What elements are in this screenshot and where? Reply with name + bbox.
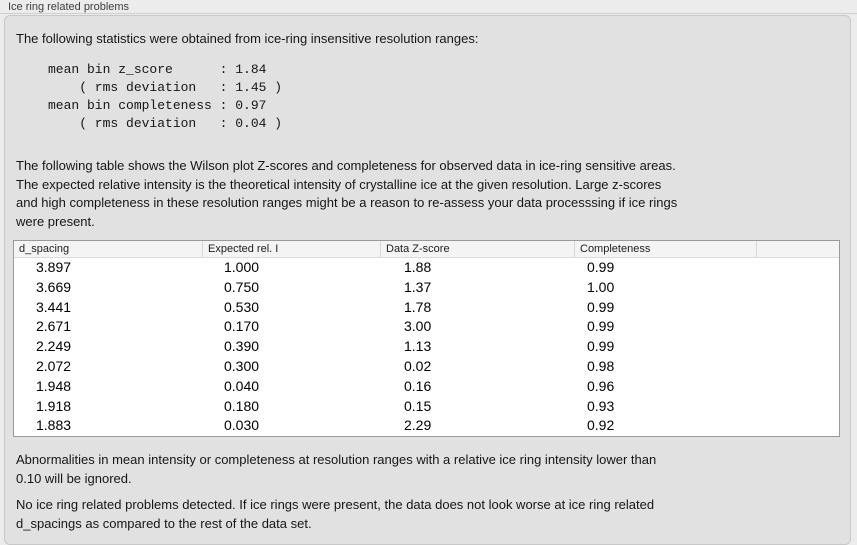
table-cell: 3.897: [36, 259, 72, 275]
table-row[interactable]: 3.897 1.000 1.88 0.99: [14, 258, 839, 278]
table-cell: 0.180: [224, 397, 260, 414]
table-cell: 1.78: [404, 298, 432, 315]
column-header-data-z-score[interactable]: Data Z-score: [381, 241, 575, 257]
table-cell: 1.00: [587, 278, 615, 295]
column-header-d-spacing[interactable]: d_spacing: [14, 241, 203, 257]
ice-ring-table: d_spacing Expected rel. I Data Z-score C…: [13, 240, 840, 438]
section-title: Ice ring related problems: [8, 1, 130, 13]
table-cell: 0.02: [404, 357, 432, 374]
table-cell: 3.00: [404, 318, 432, 335]
table-cell-empty: [757, 317, 839, 337]
table-row[interactable]: 3.669 0.750 1.37 1.00: [14, 277, 839, 298]
column-header-expected-rel-i[interactable]: Expected rel. I: [203, 241, 381, 257]
intro-paragraph: The following statistics were obtained f…: [16, 31, 479, 46]
table-cell: 0.93: [587, 397, 615, 414]
table-cell: 0.750: [224, 278, 260, 295]
table-cell-empty: [757, 357, 839, 377]
table-cell: 0.030: [224, 417, 260, 434]
table-cell: 0.98: [587, 357, 615, 374]
conclusion-note: No ice ring related problems detected. I…: [16, 497, 655, 531]
table-header-row: d_spacing Expected rel. I Data Z-score C…: [14, 241, 839, 258]
ice-ring-panel: The following statistics were obtained f…: [4, 15, 851, 545]
table-cell: 3.441: [36, 298, 72, 315]
table-cell-empty: [757, 337, 839, 357]
table-row[interactable]: 2.249 0.390 1.13 0.99: [14, 337, 839, 357]
table-description: The following table shows the Wilson plo…: [16, 158, 678, 229]
table-cell: 2.072: [36, 357, 72, 374]
table-cell: 0.99: [587, 298, 615, 315]
table-cell: 0.99: [587, 338, 615, 355]
table-cell: 1.883: [36, 417, 72, 434]
table-cell: 3.669: [36, 278, 72, 295]
table-row[interactable]: 3.441 0.530 1.78 0.99: [14, 297, 839, 318]
table-cell: 0.96: [587, 377, 615, 394]
table-row[interactable]: 2.671 0.170 3.00 0.99: [14, 317, 839, 338]
table-cell: 1.13: [404, 338, 432, 355]
table-cell: 1.37: [404, 278, 432, 295]
table-cell: 1.88: [404, 259, 432, 275]
table-cell: 0.170: [224, 318, 260, 335]
table-row[interactable]: 1.918 0.180 0.15 0.93: [14, 396, 839, 417]
table-cell-empty: [757, 278, 839, 298]
table-cell: 0.300: [224, 357, 260, 374]
section-header: Ice ring related problems: [0, 0, 857, 14]
table-cell: 1.948: [36, 377, 72, 394]
stats-block: mean bin z_score : 1.84 ( rms deviation …: [48, 62, 283, 131]
table-row[interactable]: 1.883 0.030 2.29 0.92: [14, 416, 839, 437]
table-cell: 2.29: [404, 417, 432, 434]
column-header-empty[interactable]: [757, 241, 839, 257]
table-cell: 0.530: [224, 298, 260, 315]
table-cell: 2.671: [36, 318, 72, 335]
table-cell: 0.92: [587, 417, 615, 434]
table-cell-empty: [757, 377, 839, 397]
table-cell-empty: [757, 298, 839, 318]
table-cell: 1.918: [36, 397, 72, 414]
table-cell: 1.000: [224, 259, 260, 275]
table-cell: 0.390: [224, 338, 260, 355]
table-cell-empty: [757, 416, 839, 436]
table-body: 3.897 1.000 1.88 0.99 3.669 0.750 1.37 1.00 3.44…: [14, 258, 839, 437]
table-cell-empty: [757, 258, 839, 278]
table-cell: 0.99: [587, 259, 615, 275]
table-row[interactable]: 1.948 0.040 0.16 0.96: [14, 376, 839, 397]
column-header-completeness[interactable]: Completeness: [575, 241, 757, 257]
table-cell: 0.15: [404, 397, 432, 414]
table-cell: 0.16: [404, 377, 432, 394]
table-cell: 0.99: [587, 318, 615, 335]
table-cell: 0.040: [224, 377, 260, 394]
table-cell: 2.249: [36, 338, 72, 355]
table-row[interactable]: 2.072 0.300 0.02 0.98: [14, 356, 839, 377]
table-cell-empty: [757, 397, 839, 417]
ignore-threshold-note: Abnormalities in mean intensity or compl…: [16, 452, 657, 486]
